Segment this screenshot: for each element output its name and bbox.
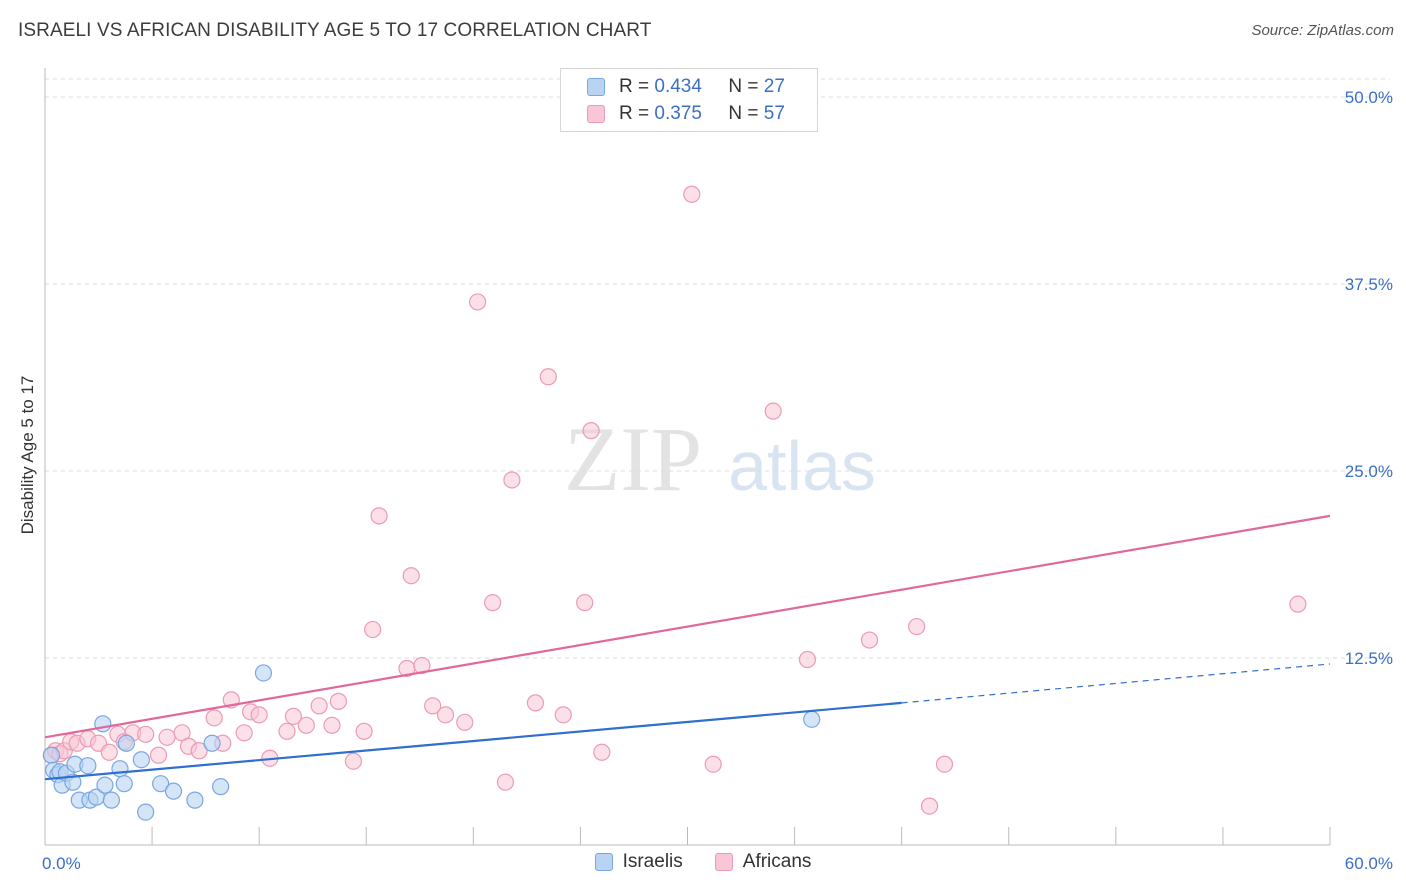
israelis-swatch [594,853,613,871]
legend-r-label: R = [619,103,650,124]
legend-n-value: 27 [763,76,785,97]
trend-israelis [44,701,902,781]
point-africans [158,728,176,746]
point-israelis [42,746,61,764]
point-africans [370,507,388,525]
legend-r-value: 0.375 [654,103,702,124]
point-africans [323,716,341,734]
gridlines [45,78,1390,659]
point-israelis [102,791,120,809]
point-israelis [152,775,170,793]
point-africans [310,697,328,715]
point-africans [413,656,431,675]
watermark-zip: ZIP [564,408,702,510]
point-africans [329,692,348,710]
point-africans [364,620,382,639]
axes [44,68,1331,846]
point-israelis [137,803,155,821]
legend-item-africans: Africans [714,851,812,873]
point-israelis [94,715,112,733]
chart-title: ISRAELI VS AFRICAN DISABILITY AGE 5 TO 1… [18,20,652,41]
point-israelis [79,757,97,775]
y-tick-label: 25.0% [1345,462,1393,481]
watermark-atlas: atlas [728,427,876,505]
y-tick-label: 37.5% [1345,275,1393,294]
point-africans [496,773,515,791]
point-africans [539,368,557,386]
point-africans [100,743,118,761]
point-africans [344,752,362,770]
africans-swatch [714,853,733,871]
point-africans [137,725,155,743]
point-africans [250,706,268,724]
point-africans [190,742,208,760]
source-label: Source: ZipAtlas.com [1251,22,1394,39]
point-africans [436,706,455,724]
point-africans [860,631,879,649]
tick-labels: 12.5% 25.0% 37.5% 50.0% 0.0% 60.0% [42,88,1393,873]
data-points [42,185,1307,821]
point-africans [503,471,521,489]
y-tick-label: 50.0% [1345,88,1393,107]
point-israelis [96,776,114,794]
legend-row-africans: R = 0.375 N = 57 [587,102,785,126]
point-africans [908,617,926,636]
legend-label-africans: Africans [742,851,812,872]
point-africans [764,402,782,420]
trend-africans [44,514,1331,739]
legend-r-label: R = [619,76,650,97]
legend-n-label: N = [728,103,759,124]
point-africans [798,650,817,669]
point-africans [935,755,954,773]
point-israelis [64,773,82,791]
point-africans [297,716,315,734]
point-africans [1289,595,1307,613]
point-africans [149,746,168,764]
point-africans [593,743,611,761]
point-israelis [117,734,135,752]
legend-r-value: 0.434 [654,76,702,97]
point-israelis [186,791,204,809]
point-africans [469,293,487,311]
legend-label-israelis: Israelis [622,851,683,872]
point-africans [205,709,223,727]
point-israelis [212,778,230,796]
point-israelis [111,760,129,778]
africans-swatch [587,105,605,123]
point-africans [554,706,572,724]
series-legend: Israelis Africans [0,851,1406,873]
point-africans [526,694,545,712]
point-africans [484,594,502,612]
point-israelis [203,734,221,752]
point-africans [235,724,253,742]
point-africans [402,567,420,585]
point-africans [355,722,373,740]
point-africans [576,594,594,612]
trend-israelis-extension [901,663,1331,704]
trend-lines [44,514,1331,781]
legend-n-value: 57 [763,103,785,124]
point-africans [683,185,701,203]
point-israelis [254,664,273,682]
point-israelis [164,782,183,800]
point-africans [424,697,442,715]
legend-row-israelis: R = 0.434 N = 27 [587,75,785,99]
point-israelis [115,775,133,793]
point-israelis [803,710,821,728]
y-tick-label: 12.5% [1345,649,1393,668]
israelis-swatch [587,78,605,96]
x-tick-label: 60.0% [1345,854,1393,873]
point-africans [920,797,939,815]
point-africans [582,422,600,440]
legend-item-israelis: Israelis [594,851,683,873]
point-africans [456,713,474,731]
point-israelis [132,751,150,769]
legend-n-label: N = [728,76,759,97]
correlation-legend: R = 0.434 N = 27 R = 0.375 N = 57 [560,68,818,132]
point-africans [704,755,722,773]
point-africans [284,707,303,725]
x-tick-label: 0.0% [42,854,81,873]
point-africans [278,722,296,740]
